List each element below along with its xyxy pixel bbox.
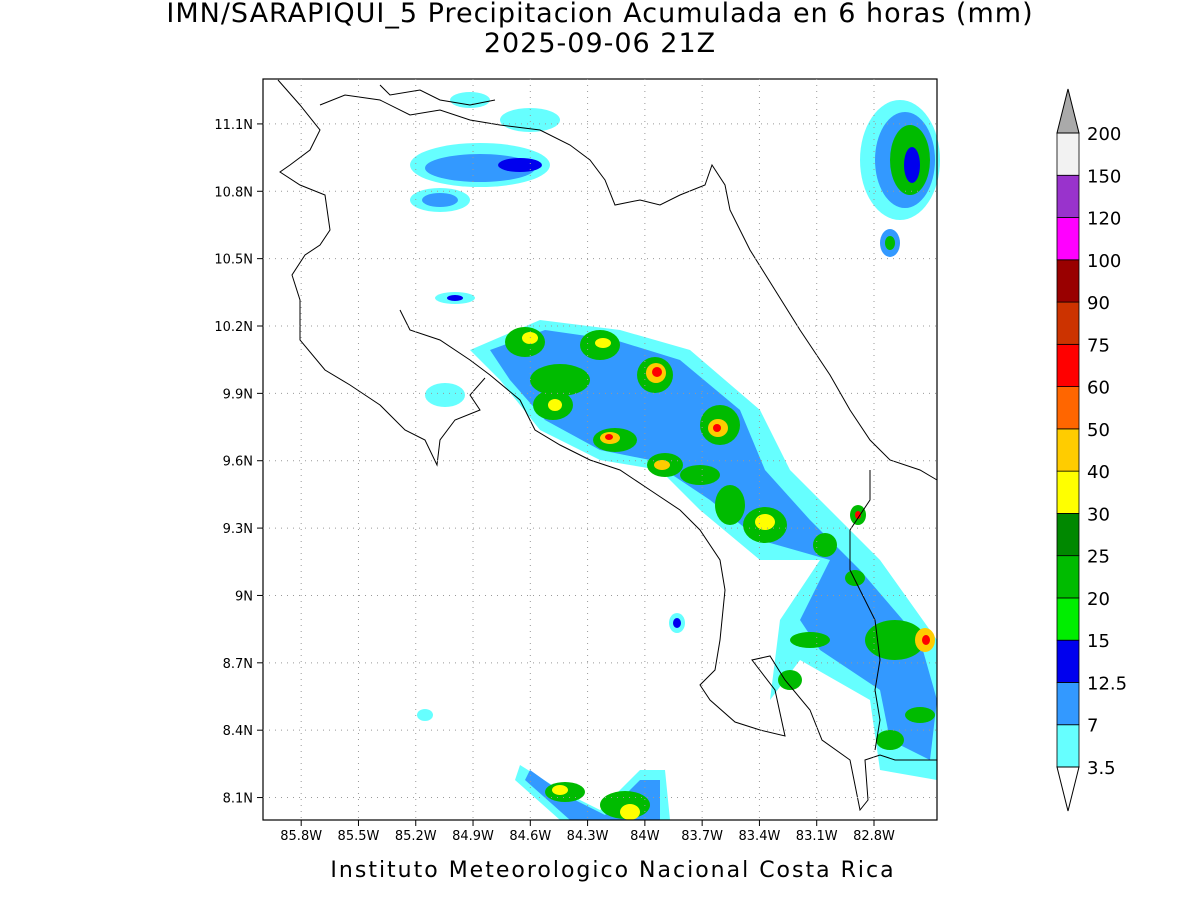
colorbar-box: [1056, 597, 1080, 641]
y-tick-label: 11.1N: [214, 118, 253, 133]
rain-blob: [450, 92, 560, 132]
colorbar-box: [1056, 513, 1080, 557]
y-tick-label: 9N: [235, 589, 253, 604]
x-tick-label: 83.7W: [681, 829, 723, 844]
colorbar-label: 30: [1087, 504, 1110, 525]
y-tick-label: 9.9N: [223, 387, 253, 402]
rain-blob: [515, 765, 670, 820]
colorbar-box: [1056, 217, 1080, 261]
rain-blob: [417, 292, 685, 721]
x-tick-label: 82.8W: [853, 829, 895, 844]
colorbar-label: 25: [1087, 547, 1110, 568]
colorbar-box: [1056, 132, 1080, 176]
y-tick-label: 10.2N: [214, 320, 253, 335]
x-tick-label: 83.1W: [796, 829, 838, 844]
subtitle: 2025-09-06 21Z: [484, 28, 716, 59]
y-tick-label: 10.8N: [214, 185, 253, 200]
colorbar-box: [1056, 174, 1080, 218]
colorbar-label: 40: [1087, 462, 1110, 483]
colorbar-label: 150: [1087, 166, 1121, 187]
colorbar-label: 7: [1087, 716, 1098, 737]
colorbar-box: [1056, 724, 1080, 768]
colorbar-label: 12.5: [1087, 673, 1127, 694]
x-tick-label: 83.4W: [739, 829, 781, 844]
x-tick-label: 84.9W: [452, 829, 494, 844]
colorbar-label: 60: [1087, 378, 1110, 399]
colorbar-under: [1056, 766, 1080, 812]
colorbar-box: [1056, 301, 1080, 345]
rain-blob: [410, 188, 470, 212]
x-tick-label: 85.2W: [395, 829, 437, 844]
y-tick-label: 8.1N: [223, 792, 253, 807]
colorbar-label: 20: [1087, 589, 1110, 610]
colorbar-box: [1056, 259, 1080, 303]
colorbar-box: [1056, 470, 1080, 514]
x-tick-label: 85.5W: [338, 829, 380, 844]
colorbar-box: [1056, 343, 1080, 388]
axes: 85.8W 85.5W 85.2W 84.9W 84.6W 84.3W 84W 83.7W 83…: [214, 78, 938, 844]
colorbar-label: 75: [1087, 335, 1110, 356]
rain-blob: [715, 485, 866, 586]
coastlines: [277, 79, 938, 812]
rain-blob: [593, 405, 740, 485]
map-frame: [262, 78, 938, 821]
colorbar-label: 3.5: [1087, 758, 1116, 779]
x-tick-label: 84W: [630, 829, 660, 844]
title: IMN/SARAPIQUI_5 Precipitacion Acumulada …: [166, 0, 1033, 29]
rain-blob: [778, 620, 935, 750]
colorbar-over: [1056, 88, 1080, 134]
y-tick-label: 9.3N: [223, 522, 253, 537]
colorbar-box: [1056, 386, 1080, 430]
rain-blob: [410, 143, 550, 187]
colorbar-box: [1056, 428, 1080, 472]
colorbar-box: [1056, 555, 1080, 599]
precipitation-field: [410, 92, 940, 820]
x-tick-label: 84.6W: [509, 829, 551, 844]
colorbar-label: 50: [1087, 420, 1110, 441]
footer: Instituto Meteorologico Nacional Costa R…: [330, 858, 895, 883]
colorbar-label: 200: [1087, 124, 1121, 145]
colorbar-box: [1056, 682, 1080, 726]
colorbar: 3.5 7 12.5 15 20 25 30 40 50 60 75 90 100 120 150 200: [1056, 88, 1127, 812]
y-tick-label: 8.4N: [223, 724, 253, 739]
rain-blob: [505, 327, 673, 420]
x-tick-label: 84.3W: [567, 829, 609, 844]
y-tick-label: 8.7N: [223, 657, 253, 672]
colorbar-label: 15: [1087, 631, 1110, 652]
colorbar-box: [1056, 639, 1080, 683]
colorbar-label: 90: [1087, 293, 1110, 314]
colorbar-label: 100: [1087, 251, 1121, 272]
rain-blob: [860, 100, 940, 257]
y-tick-label: 9.6N: [223, 455, 253, 470]
colorbar-label: 120: [1087, 209, 1121, 230]
y-tick-label: 10.5N: [214, 253, 253, 268]
x-tick-label: 85.8W: [280, 829, 322, 844]
